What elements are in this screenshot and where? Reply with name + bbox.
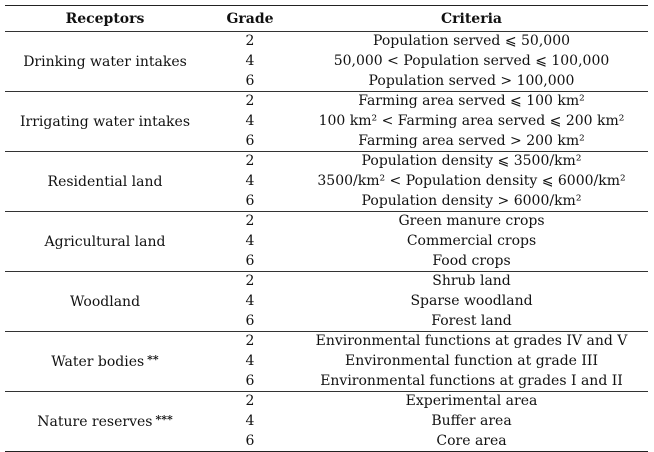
group-residential-land: Residential land 2 4 6 Population densit… [5,152,648,211]
grade-cell: 2 [245,393,255,410]
group-agricultural-land: Agricultural land 2 4 6 Green manure cro… [5,212,648,271]
criteria-cell: Environmental function at grade III [344,352,598,369]
grade-cell: 4 [245,172,255,189]
criteria-cell: Commercial crops [406,232,537,249]
receptor-cell: Nature reserves *** [5,392,205,451]
divider [5,31,648,32]
grade-cell: 4 [245,232,255,249]
group-nature-reserves: Nature reserves *** 2 4 6 Experimental ar… [5,392,648,451]
divider [5,331,648,332]
grade-cell: 6 [245,372,255,389]
criteria-cell: Farming area served ⩽ 100 km² [358,93,585,110]
receptor-cell: Water bodies ** [5,332,205,391]
criteria-cell: Population density ⩽ 3500/km² [361,153,582,170]
grade-cell: 6 [245,432,255,449]
grade-cell: 6 [245,72,255,89]
receptor-cell: Irrigating water intakes [5,92,205,151]
header-receptors: Receptors [65,10,145,27]
grade-cell: 2 [245,273,255,290]
criteria-cell: Buffer area [431,412,512,429]
header-criteria: Criteria [441,10,502,27]
receptor-cell: Agricultural land [5,212,205,271]
grade-cell: 4 [245,352,255,369]
group-water-bodies: Water bodies ** 2 4 6 Environmental funct… [5,332,648,391]
grade-cell: 4 [245,52,255,69]
criteria-cell: Population density > 6000/km² [361,192,582,209]
criteria-cell: 3500/km² < Population density ⩽ 6000/km² [317,172,626,189]
divider [5,151,648,152]
grade-cell: 6 [245,192,255,209]
criteria-cell: 100 km² < Farming area served ⩽ 200 km² [318,112,625,129]
group-drinking-water: Drinking water intakes 2 4 6 Population … [5,32,648,91]
criteria-cell: Shrub land [432,273,511,290]
grade-cell: 4 [245,412,255,429]
grade-cell: 6 [245,132,255,149]
grade-cell: 2 [245,153,255,170]
footnote-mark: ** [147,353,159,366]
grade-cell: 2 [245,93,255,110]
receptor-label: Woodland [69,293,141,310]
grade-cell: 2 [245,33,255,50]
receptor-cell: Residential land [5,152,205,211]
criteria-cell: Environmental functions at grades IV and… [315,333,628,350]
criteria-cell: Environmental functions at grades I and … [320,372,623,389]
receptor-label: Irrigating water intakes [19,113,191,130]
criteria-cell: Sparse woodland [410,292,533,309]
receptor-cell: Woodland [5,272,205,331]
criteria-cell: Experimental area [405,393,538,410]
grade-cell: 2 [245,213,255,230]
header-row: Receptors Grade Criteria [5,6,648,31]
top-rule [5,5,648,6]
receptor-cell: Drinking water intakes [5,32,205,91]
header-grade: Grade [226,10,274,27]
grade-cell: 6 [245,252,255,269]
receptor-label: Nature reserves [37,413,153,430]
criteria-cell: Core area [436,432,507,449]
group-woodland: Woodland 2 4 6 Shrub land Sparse woodlan… [5,272,648,331]
divider [5,271,648,272]
criteria-table: Receptors Grade Criteria Drinking water … [5,5,648,452]
grade-cell: 2 [245,333,255,350]
criteria-cell: Population served > 100,000 [368,72,575,89]
divider [5,211,648,212]
criteria-cell: Forest land [431,312,512,329]
receptor-label: Water bodies [51,353,145,370]
criteria-cell: Food crops [432,252,511,269]
receptor-label: Agricultural land [44,233,166,250]
divider [5,91,648,92]
receptor-label: Residential land [47,173,163,190]
criteria-cell: 50,000 < Population served ⩽ 100,000 [333,52,610,69]
divider [5,391,648,392]
criteria-cell: Population served ⩽ 50,000 [372,33,571,50]
group-irrigating-water: Irrigating water intakes 2 4 6 Farming a… [5,92,648,151]
criteria-cell: Farming area served > 200 km² [358,132,585,149]
grade-cell: 6 [245,312,255,329]
grade-cell: 4 [245,292,255,309]
grade-cell: 4 [245,112,255,129]
footnote-mark: *** [155,413,173,426]
receptor-label: Drinking water intakes [23,53,187,70]
criteria-cell: Green manure crops [398,213,545,230]
